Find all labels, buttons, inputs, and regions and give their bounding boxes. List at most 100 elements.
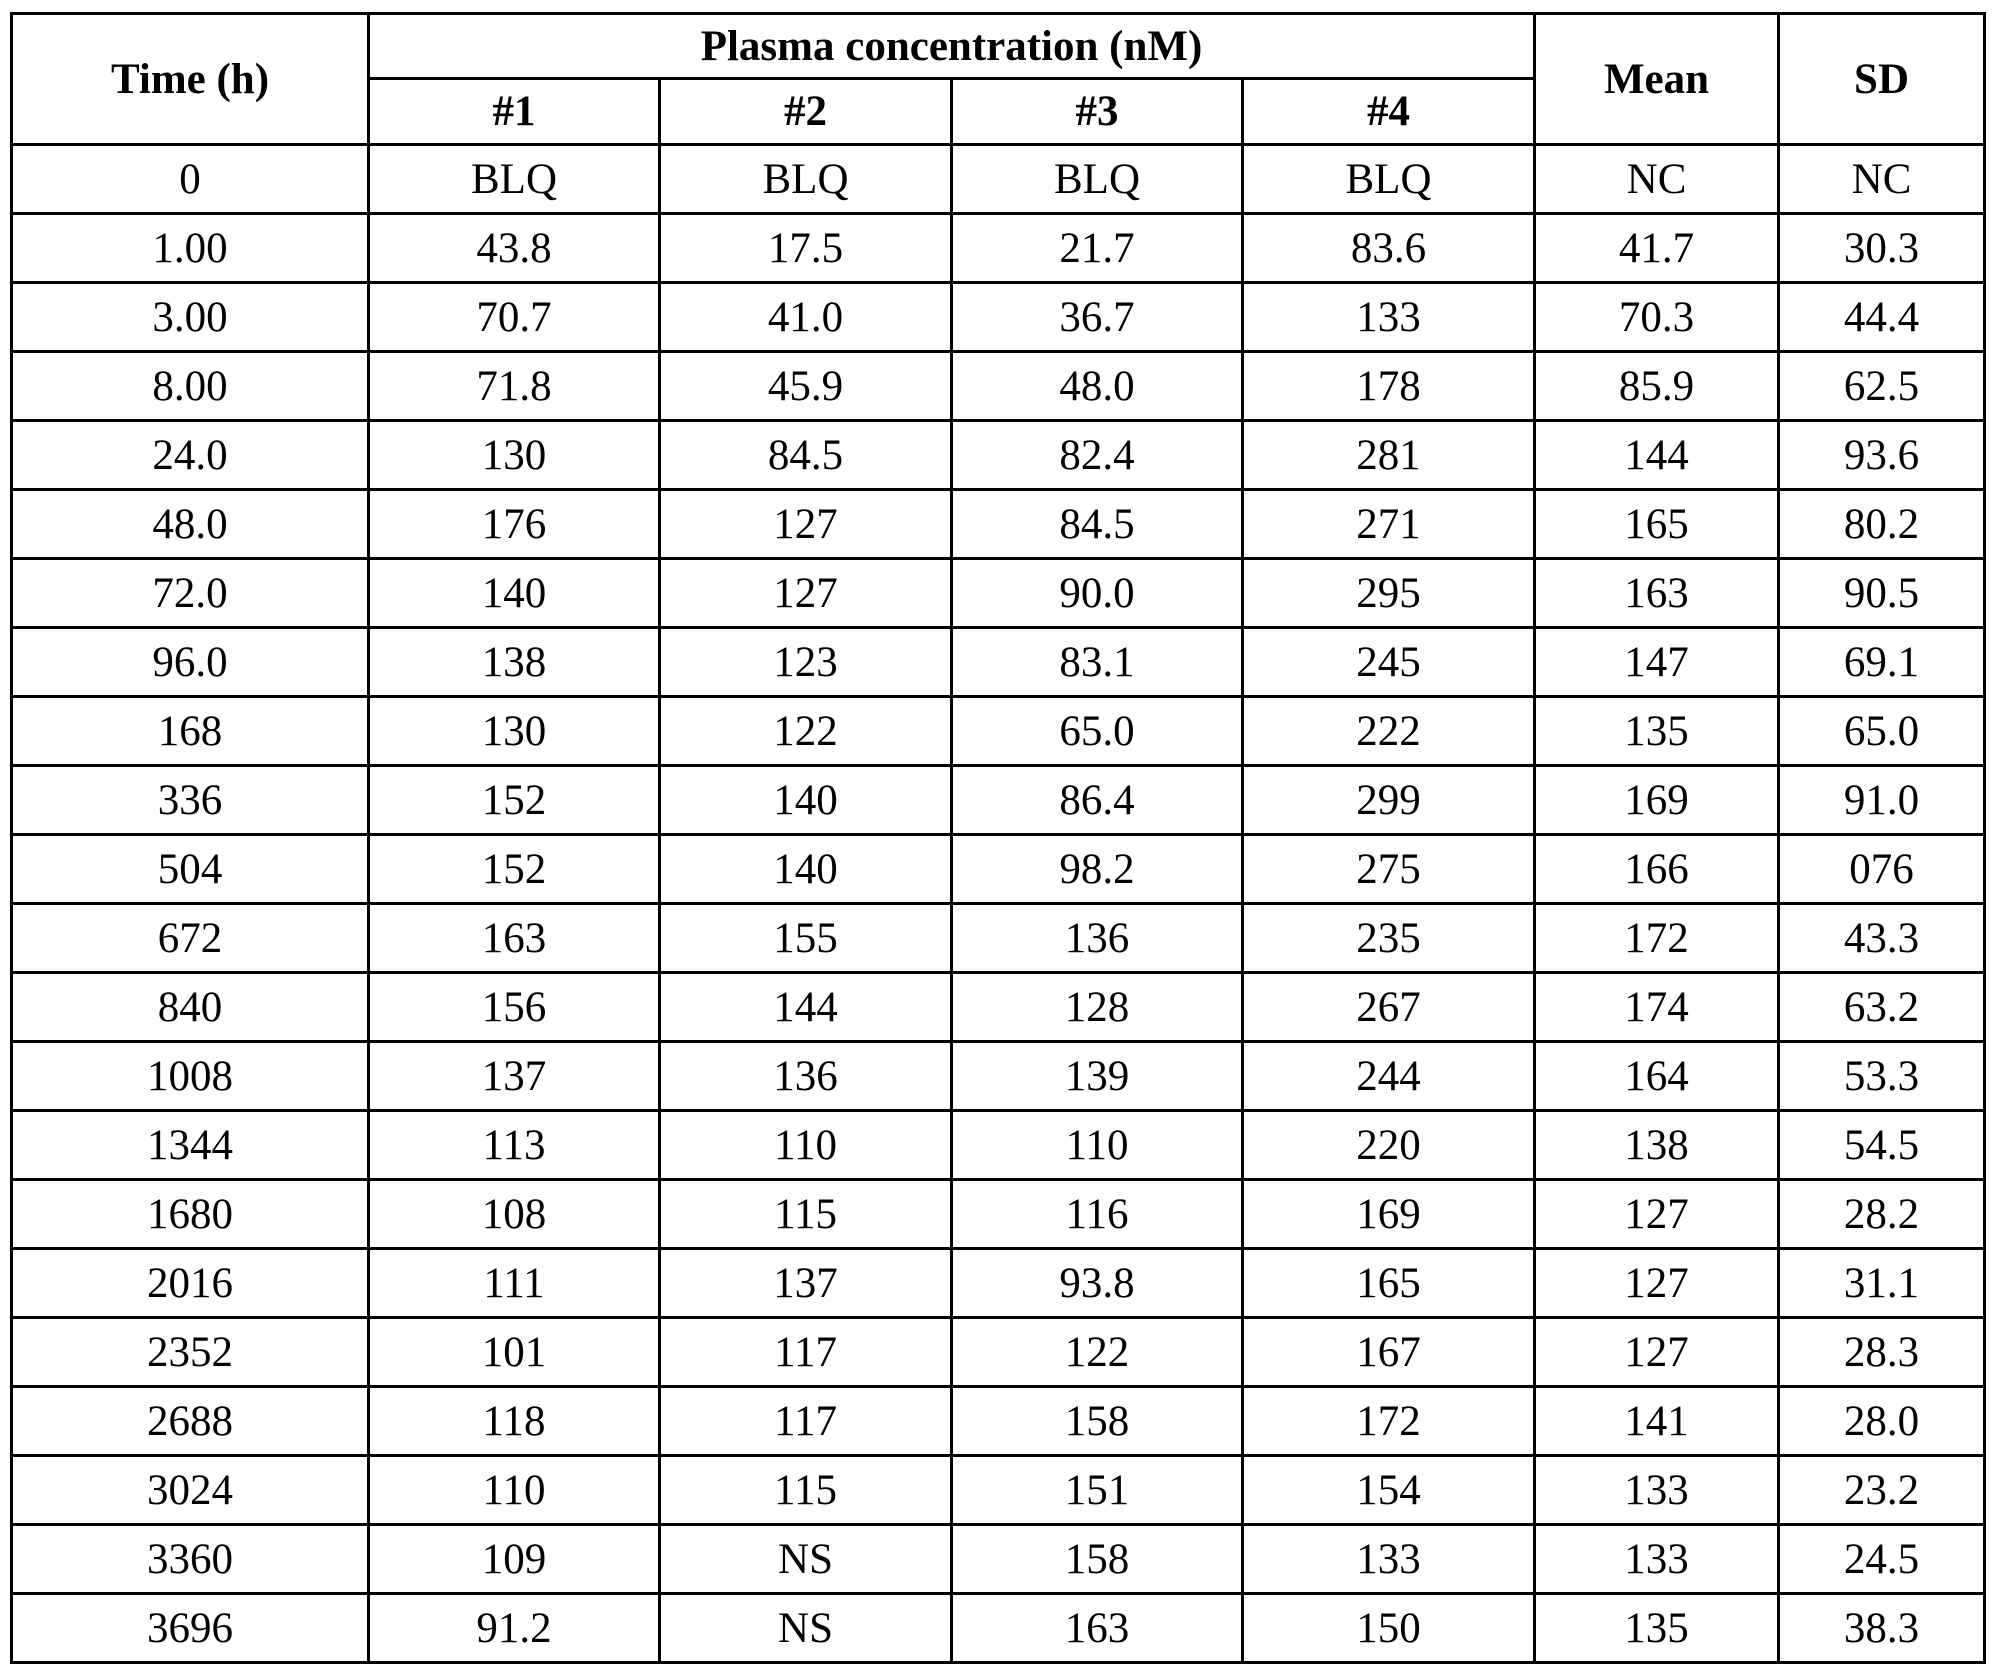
- table-row: 302411011515115413323.2: [12, 1456, 1985, 1525]
- cell-subject-2: 45.9: [660, 352, 952, 421]
- cell-subject-4: 295: [1243, 559, 1535, 628]
- cell-mean: 141: [1535, 1387, 1779, 1456]
- table-row: 8.0071.845.948.017885.962.5: [12, 352, 1985, 421]
- cell-subject-1: 118: [369, 1387, 660, 1456]
- cell-subject-2: 117: [660, 1318, 952, 1387]
- cell-subject-2: 140: [660, 766, 952, 835]
- cell-sd: 28.0: [1779, 1387, 1985, 1456]
- cell-subject-4: 154: [1243, 1456, 1535, 1525]
- cell-time: 1344: [12, 1111, 369, 1180]
- table-row: 3.0070.741.036.713370.344.4: [12, 283, 1985, 352]
- table-row: 48.017612784.527116580.2: [12, 490, 1985, 559]
- cell-mean: 133: [1535, 1525, 1779, 1594]
- cell-subject-4: 275: [1243, 835, 1535, 904]
- cell-subject-4: 169: [1243, 1180, 1535, 1249]
- cell-subject-3: 36.7: [952, 283, 1243, 352]
- cell-subject-2: 127: [660, 559, 952, 628]
- table-row: 201611113793.816512731.1: [12, 1249, 1985, 1318]
- cell-subject-3: 21.7: [952, 214, 1243, 283]
- cell-subject-4: 178: [1243, 352, 1535, 421]
- cell-subject-3: 110: [952, 1111, 1243, 1180]
- cell-subject-1: 110: [369, 1456, 660, 1525]
- cell-time: 1680: [12, 1180, 369, 1249]
- cell-subject-2: 117: [660, 1387, 952, 1456]
- cell-subject-1: BLQ: [369, 145, 660, 214]
- cell-sd: 91.0: [1779, 766, 1985, 835]
- cell-time: 2016: [12, 1249, 369, 1318]
- cell-mean: 127: [1535, 1249, 1779, 1318]
- cell-sd: 69.1: [1779, 628, 1985, 697]
- table-row: 16813012265.022213565.0: [12, 697, 1985, 766]
- table-row: 235210111712216712728.3: [12, 1318, 1985, 1387]
- cell-sd: 24.5: [1779, 1525, 1985, 1594]
- table-row: 134411311011022013854.5: [12, 1111, 1985, 1180]
- cell-subject-4: 267: [1243, 973, 1535, 1042]
- cell-mean: 127: [1535, 1318, 1779, 1387]
- table-row: 0BLQBLQBLQBLQNCNC: [12, 145, 1985, 214]
- cell-subject-3: 93.8: [952, 1249, 1243, 1318]
- cell-time: 72.0: [12, 559, 369, 628]
- cell-subject-3: 65.0: [952, 697, 1243, 766]
- header-sd: SD: [1779, 14, 1985, 145]
- cell-sd: 23.2: [1779, 1456, 1985, 1525]
- cell-subject-3: 86.4: [952, 766, 1243, 835]
- cell-subject-3: 98.2: [952, 835, 1243, 904]
- cell-subject-4: BLQ: [1243, 145, 1535, 214]
- cell-subject-4: 167: [1243, 1318, 1535, 1387]
- table-row: 72.014012790.029516390.5: [12, 559, 1985, 628]
- cell-time: 0: [12, 145, 369, 214]
- cell-subject-2: NS: [660, 1525, 952, 1594]
- cell-time: 1.00: [12, 214, 369, 283]
- cell-sd: 38.3: [1779, 1594, 1985, 1663]
- cell-subject-2: 123: [660, 628, 952, 697]
- cell-mean: 41.7: [1535, 214, 1779, 283]
- cell-mean: 127: [1535, 1180, 1779, 1249]
- cell-subject-4: 133: [1243, 283, 1535, 352]
- cell-subject-1: 138: [369, 628, 660, 697]
- cell-subject-4: 220: [1243, 1111, 1535, 1180]
- table-row: 67216315513623517243.3: [12, 904, 1985, 973]
- cell-time: 3696: [12, 1594, 369, 1663]
- cell-subject-1: 71.8: [369, 352, 660, 421]
- table-row: 84015614412826717463.2: [12, 973, 1985, 1042]
- header-subject-1: #1: [369, 79, 660, 145]
- cell-subject-4: 222: [1243, 697, 1535, 766]
- cell-time: 672: [12, 904, 369, 973]
- cell-time: 3360: [12, 1525, 369, 1594]
- cell-subject-2: NS: [660, 1594, 952, 1663]
- cell-sd: NC: [1779, 145, 1985, 214]
- cell-subject-4: 244: [1243, 1042, 1535, 1111]
- cell-subject-1: 111: [369, 1249, 660, 1318]
- cell-subject-3: 90.0: [952, 559, 1243, 628]
- header-subject-3: #3: [952, 79, 1243, 145]
- cell-subject-2: 140: [660, 835, 952, 904]
- cell-subject-3: 48.0: [952, 352, 1243, 421]
- cell-subject-1: 113: [369, 1111, 660, 1180]
- cell-subject-4: 83.6: [1243, 214, 1535, 283]
- cell-subject-1: 101: [369, 1318, 660, 1387]
- cell-subject-1: 109: [369, 1525, 660, 1594]
- cell-subject-1: 156: [369, 973, 660, 1042]
- cell-mean: 85.9: [1535, 352, 1779, 421]
- cell-sd: 65.0: [1779, 697, 1985, 766]
- cell-time: 96.0: [12, 628, 369, 697]
- cell-subject-4: 133: [1243, 1525, 1535, 1594]
- cell-subject-4: 299: [1243, 766, 1535, 835]
- cell-sd: 54.5: [1779, 1111, 1985, 1180]
- cell-mean: 163: [1535, 559, 1779, 628]
- cell-subject-1: 70.7: [369, 283, 660, 352]
- cell-mean: 165: [1535, 490, 1779, 559]
- table-row: 24.013084.582.428114493.6: [12, 421, 1985, 490]
- cell-sd: 28.3: [1779, 1318, 1985, 1387]
- cell-time: 24.0: [12, 421, 369, 490]
- cell-sd: 93.6: [1779, 421, 1985, 490]
- cell-sd: 30.3: [1779, 214, 1985, 283]
- cell-mean: 138: [1535, 1111, 1779, 1180]
- table-row: 50415214098.2275166076: [12, 835, 1985, 904]
- header-mean: Mean: [1535, 14, 1779, 145]
- cell-mean: 70.3: [1535, 283, 1779, 352]
- cell-time: 8.00: [12, 352, 369, 421]
- cell-subject-2: 110: [660, 1111, 952, 1180]
- cell-time: 168: [12, 697, 369, 766]
- cell-mean: 135: [1535, 1594, 1779, 1663]
